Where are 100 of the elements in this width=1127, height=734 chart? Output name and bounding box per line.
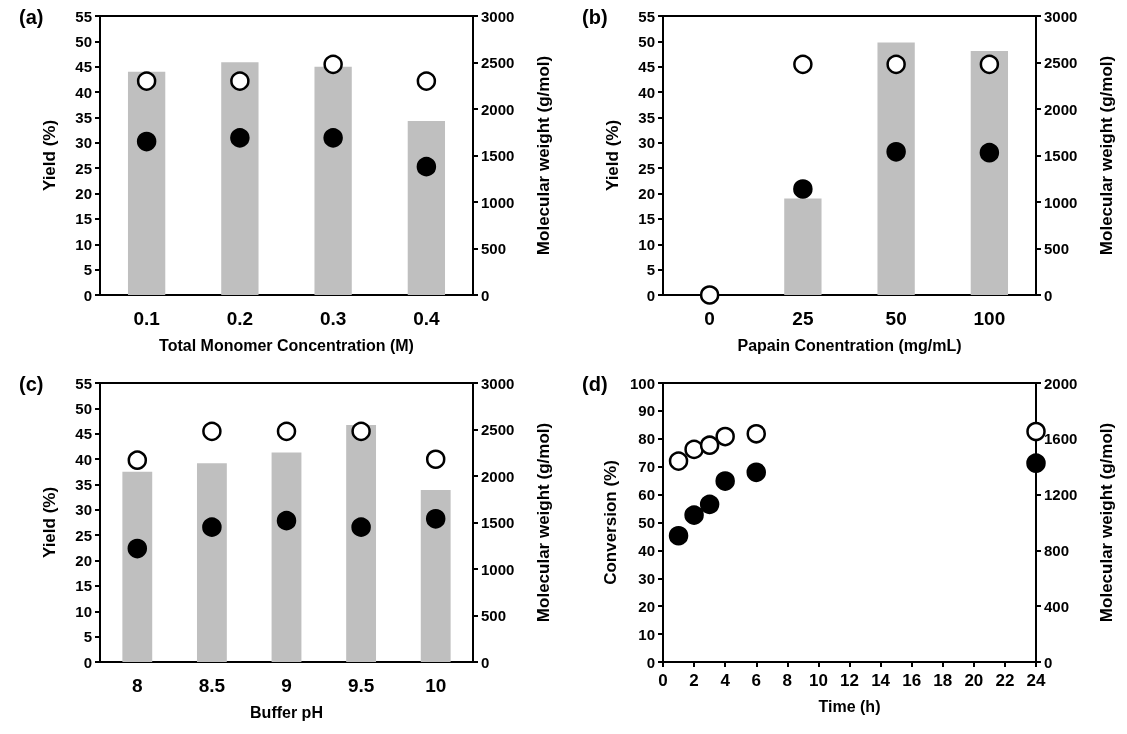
bar [346, 425, 377, 662]
y-axis-title: Yield (%) [40, 486, 59, 559]
point [351, 517, 371, 537]
x-tick-label: 9.5 [347, 675, 375, 696]
point [127, 538, 148, 559]
point [1026, 453, 1046, 473]
bar [271, 452, 302, 662]
y-tick-label: 25 [75, 526, 92, 544]
point [1026, 421, 1046, 442]
y2-axis-title: Molecular weight (g/mol) [1097, 55, 1116, 256]
point [746, 462, 766, 483]
y2-tick-label: 500 [1044, 240, 1070, 257]
point [230, 71, 250, 91]
y2-tick-label: 3000 [481, 7, 515, 25]
y-tick-label: 35 [75, 108, 92, 126]
bar [407, 121, 446, 295]
point [793, 179, 813, 199]
point [425, 449, 446, 470]
x-tick-label: 0.2 [226, 308, 254, 329]
y-tick-label: 60 [638, 486, 655, 504]
y-tick-label: 20 [75, 552, 92, 570]
x-tick-label: 8.5 [198, 675, 226, 696]
point [886, 54, 906, 75]
x-axis-title: Time (h) [818, 697, 881, 715]
point [684, 505, 704, 525]
y2-tick-label: 2000 [1044, 374, 1078, 392]
y2-tick-label: 1000 [481, 193, 515, 211]
y-tick-label: 45 [75, 58, 92, 76]
x-tick-label: 0.3 [319, 308, 347, 329]
x-tick-label: 16 [902, 671, 922, 690]
y2-axis-title: Molecular weight (g/mol) [534, 422, 553, 623]
y-tick-label: 15 [75, 210, 92, 228]
x-tick-label: 50 [885, 308, 907, 329]
y-tick-label: 15 [75, 577, 92, 595]
y-tick-label: 20 [75, 185, 92, 203]
chart-title: (d) [582, 373, 608, 395]
point [230, 128, 250, 148]
y-tick-label: 55 [638, 7, 655, 25]
x-tick-label: 20 [964, 671, 984, 690]
x-tick-label: 8 [782, 671, 793, 690]
point [715, 426, 735, 447]
y-tick-label: 55 [75, 7, 92, 25]
bar [221, 62, 259, 295]
y-tick-label: 30 [75, 501, 92, 519]
y-tick-label: 0 [646, 286, 655, 304]
y-axis-title: Yield (%) [40, 119, 59, 192]
x-tick-label: 25 [792, 308, 814, 329]
y-tick-label: 90 [638, 402, 655, 420]
point [276, 421, 297, 442]
y-tick-label: 45 [75, 425, 92, 443]
point [127, 450, 148, 470]
x-tick-label: 24 [1026, 671, 1046, 690]
point [979, 142, 1000, 163]
point [202, 421, 222, 442]
y-tick-label: 35 [638, 108, 655, 126]
y-tick-label: 50 [638, 514, 655, 531]
x-axis-title: Papain Conentration (mg/mL) [737, 336, 962, 354]
point [425, 509, 446, 529]
y2-tick-label: 2500 [481, 421, 515, 438]
y2-tick-label: 1000 [1044, 193, 1078, 211]
point [136, 131, 157, 152]
y-tick-label: 45 [638, 58, 655, 76]
bar [314, 66, 352, 295]
y-tick-label: 0 [83, 286, 92, 304]
x-tick-label: 10 [808, 671, 828, 690]
y-tick-label: 30 [75, 134, 92, 152]
y2-tick-label: 2000 [1044, 100, 1078, 118]
y2-axis-title: Molecular weight (g/mol) [1097, 422, 1116, 623]
x-tick-label: 22 [995, 671, 1015, 690]
y-tick-label: 20 [638, 185, 655, 203]
y-tick-label: 10 [638, 235, 655, 253]
y2-tick-label: 1500 [481, 514, 515, 531]
y2-tick-label: 1500 [1044, 147, 1078, 164]
y2-axis-title: Molecular weight (g/mol) [534, 55, 553, 256]
y2-tick-label: 1600 [1044, 430, 1078, 448]
bar [122, 471, 153, 662]
y-tick-label: 20 [638, 597, 655, 615]
point [276, 510, 297, 531]
y2-tick-label: 0 [1044, 286, 1053, 304]
bar [877, 42, 915, 295]
point [416, 156, 437, 177]
y-tick-label: 0 [83, 653, 92, 671]
y-tick-label: 50 [638, 32, 655, 50]
x-tick-label: 12 [840, 671, 859, 690]
x-tick-label: 18 [933, 671, 953, 690]
y2-tick-label: 3000 [481, 374, 515, 392]
chart-title: (a) [19, 6, 44, 28]
x-tick-label: 2 [689, 671, 699, 690]
point [668, 526, 689, 546]
y2-tick-label: 0 [1044, 653, 1053, 671]
y-tick-label: 25 [638, 159, 655, 177]
point [668, 451, 689, 471]
y2-tick-label: 0 [481, 286, 490, 304]
point [886, 142, 906, 162]
x-tick-label: 6 [751, 671, 761, 690]
point [746, 424, 766, 444]
y2-tick-label: 2000 [481, 100, 515, 118]
y2-tick-label: 1500 [481, 147, 515, 164]
y2-tick-label: 500 [481, 607, 507, 624]
y-tick-label: 40 [75, 450, 92, 468]
